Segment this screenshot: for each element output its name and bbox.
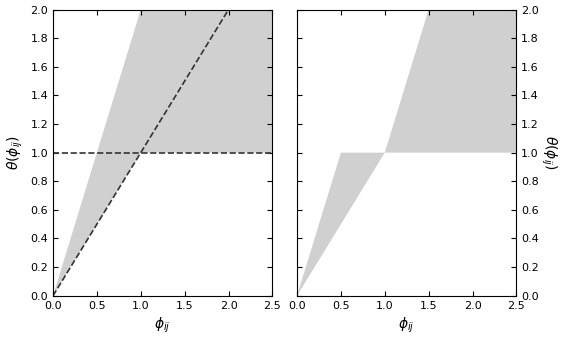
- Polygon shape: [53, 10, 272, 296]
- Y-axis label: $\theta(\phi_{ij})$: $\theta(\phi_{ij})$: [6, 135, 25, 170]
- Y-axis label: $\theta(\phi_{ij})$: $\theta(\phi_{ij})$: [539, 135, 558, 170]
- Polygon shape: [297, 153, 385, 296]
- X-axis label: $\phi_{ij}$: $\phi_{ij}$: [155, 316, 171, 336]
- X-axis label: $\phi_{ij}$: $\phi_{ij}$: [398, 316, 415, 336]
- Polygon shape: [385, 10, 517, 153]
